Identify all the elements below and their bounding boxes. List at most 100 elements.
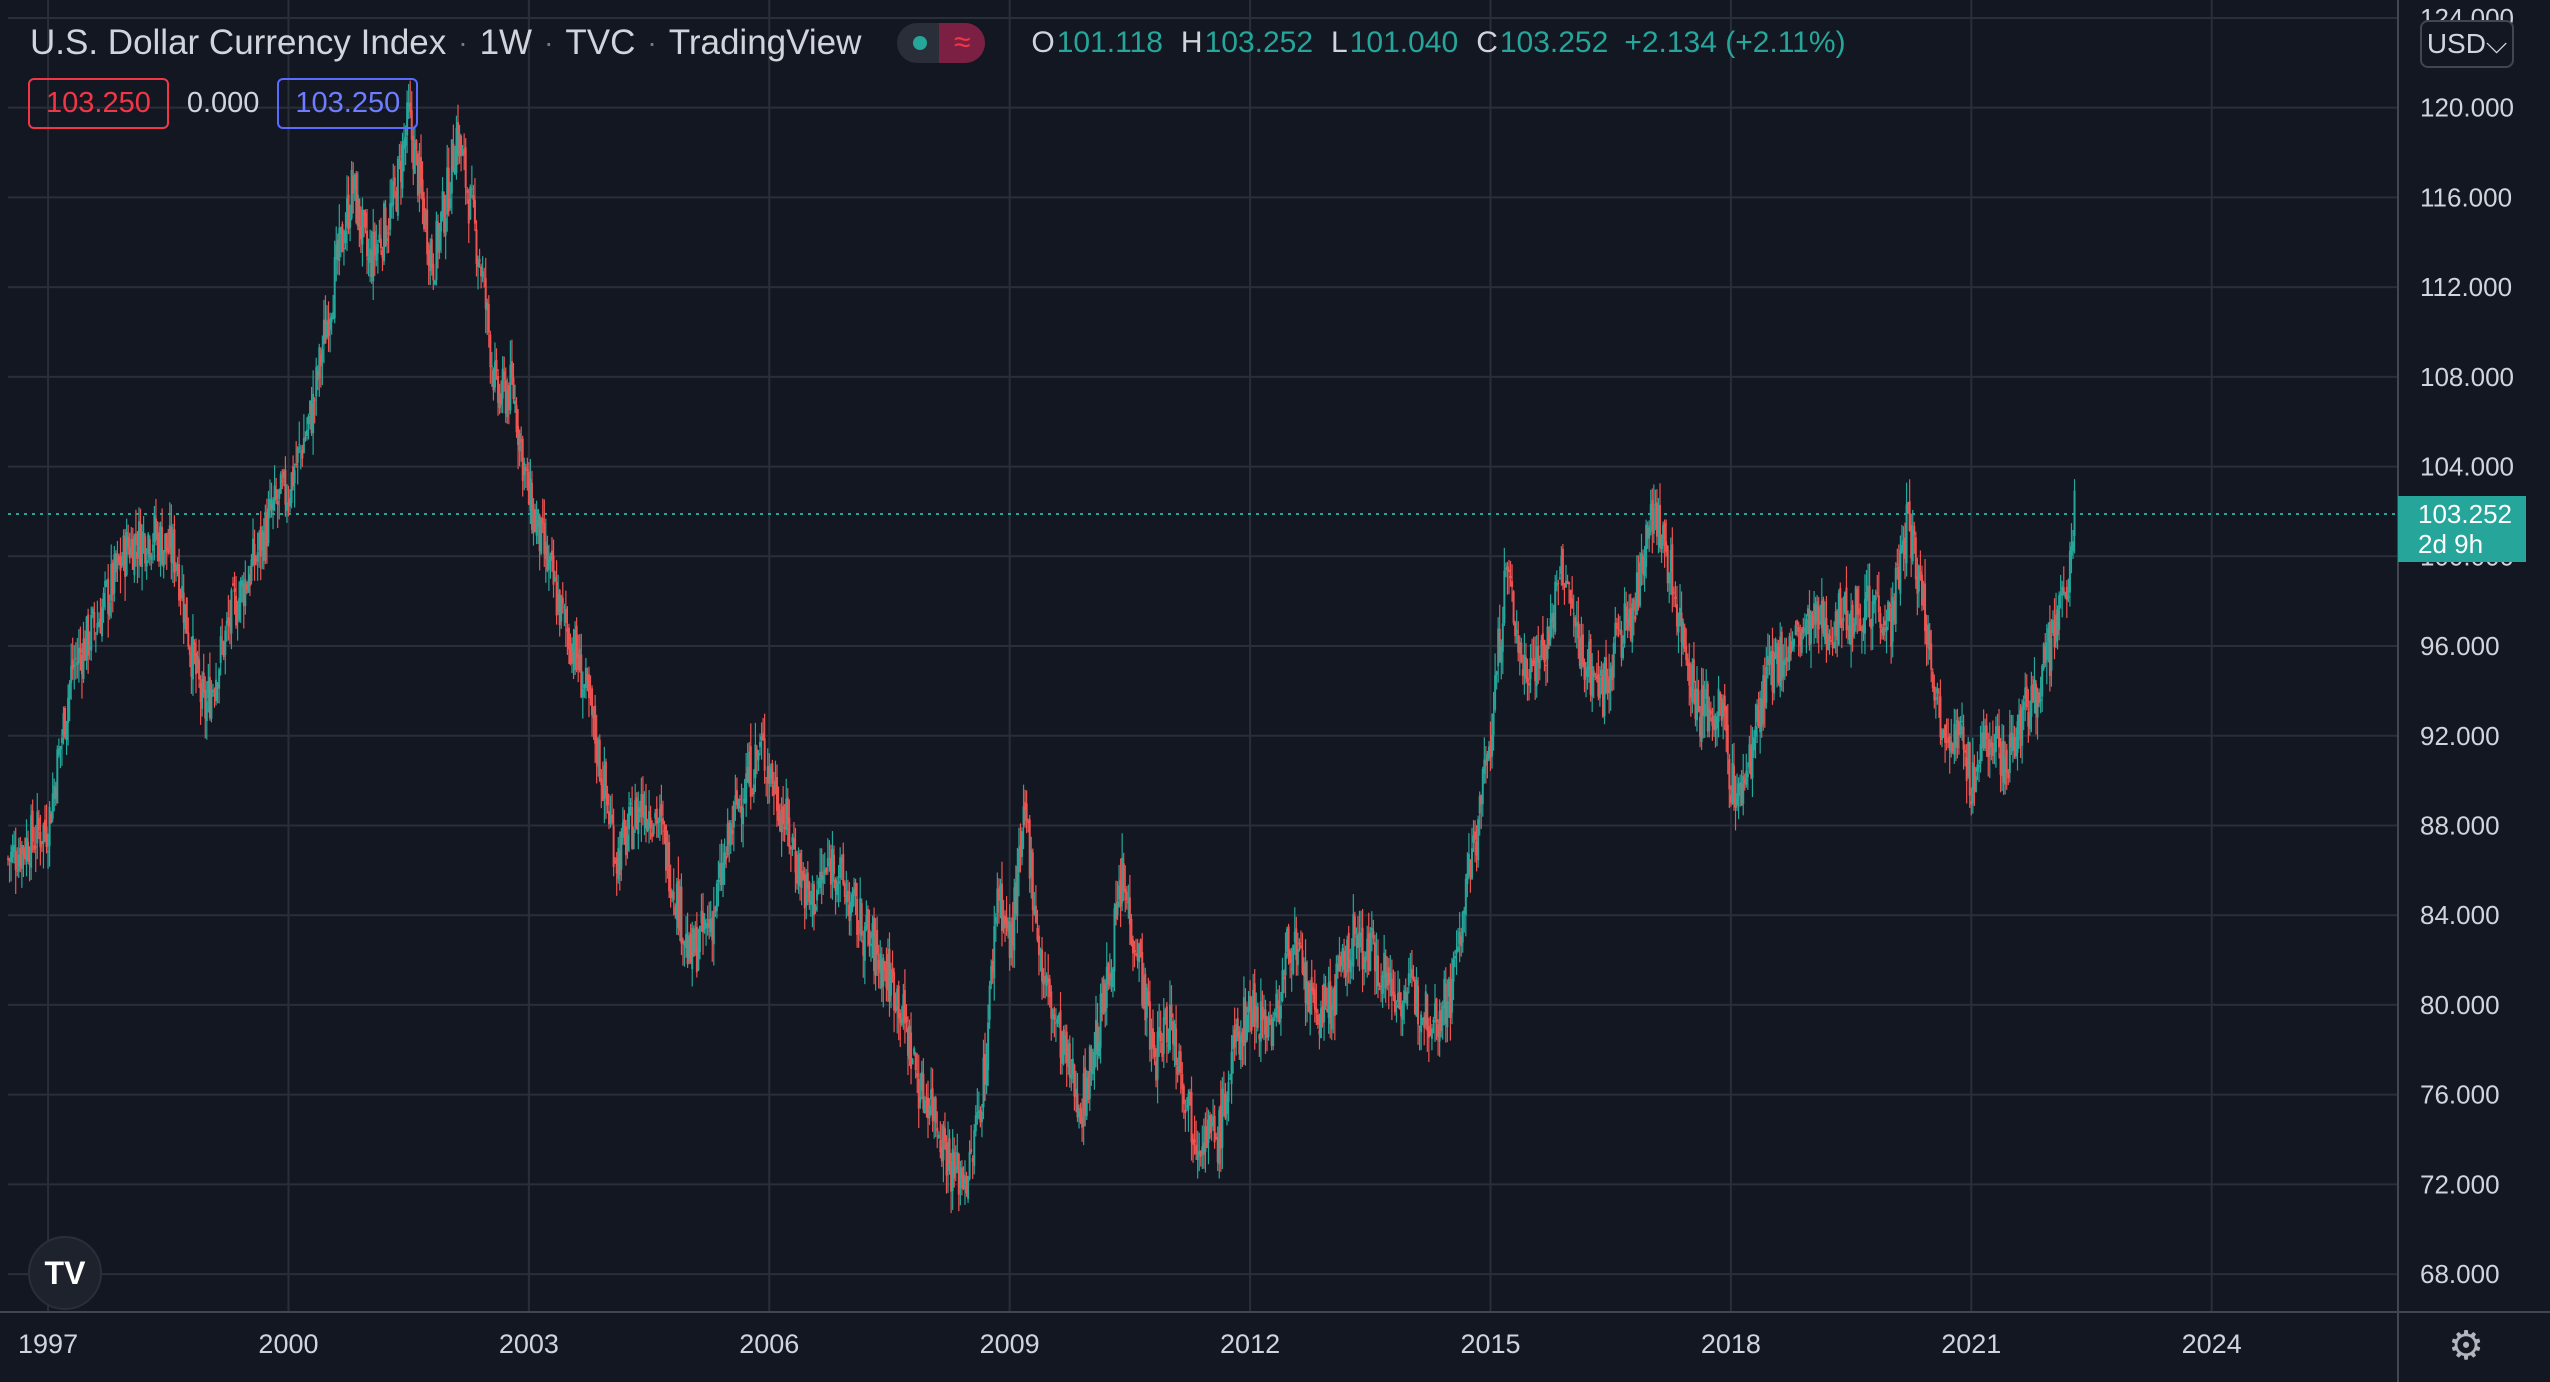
candle-body [785, 798, 788, 831]
candle-body [1463, 909, 1466, 914]
candle-body [1888, 604, 1891, 608]
candle-body [1370, 927, 1373, 931]
candle-body [1549, 618, 1552, 640]
candle-body [1190, 1091, 1193, 1143]
candle-body [617, 848, 620, 880]
candle-body [936, 1127, 939, 1132]
candle-body [1000, 883, 1003, 931]
candle-body [241, 580, 244, 588]
candle-body [1936, 688, 1939, 694]
price-axis[interactable]: 124.000120.000116.000112.000108.000104.0… [2420, 3, 2514, 1289]
candle-body [1296, 948, 1299, 966]
candle-body [305, 429, 308, 437]
candle-body [1455, 949, 1458, 954]
candle-body [62, 713, 65, 736]
candle-body [1195, 1144, 1198, 1154]
candle-body [1749, 748, 1752, 775]
candle-body [296, 447, 299, 463]
candle-body [714, 907, 717, 912]
candle-body [259, 526, 262, 557]
wave-icon[interactable]: ≈ [939, 23, 986, 63]
candle-body [743, 798, 746, 803]
candle-body [324, 319, 327, 344]
candle-body [985, 1064, 988, 1086]
market-status-toggle[interactable]: ≈ [897, 23, 986, 63]
candle-body [1694, 689, 1697, 720]
candle-body [53, 785, 56, 800]
candle-body [629, 802, 632, 805]
candle-body [133, 535, 136, 576]
candle-body [626, 834, 629, 851]
candle-body [131, 539, 134, 570]
candle-body [285, 503, 288, 511]
candle-body [1068, 1043, 1071, 1078]
candle-body [808, 882, 811, 903]
candle-body [823, 869, 826, 875]
candle-body [1253, 983, 1256, 1027]
input-value-plain: 0.000 [186, 87, 260, 119]
candle-body [387, 232, 390, 235]
candle-body [1779, 636, 1782, 688]
candle-body [54, 787, 57, 799]
candle-body [1919, 571, 1922, 579]
candle-body [235, 595, 238, 626]
candle-body [167, 547, 170, 553]
interval-label[interactable]: 1W [479, 23, 533, 62]
candle-body [723, 852, 726, 865]
input-value-red[interactable]: 103.250 [28, 78, 169, 129]
low-label: L [1331, 26, 1348, 59]
candle-body [1947, 737, 1950, 743]
candle-body [1039, 949, 1042, 953]
candle-body [1748, 744, 1751, 768]
candle-body [757, 753, 760, 761]
candle-body [1299, 945, 1302, 948]
candle-body [1603, 661, 1606, 717]
candle-body [868, 929, 871, 945]
candle-body [162, 550, 165, 568]
candle-body [982, 1057, 985, 1108]
candle-body [1178, 1051, 1181, 1073]
candle-body [1606, 679, 1609, 693]
candle-body [238, 598, 241, 621]
candle-body [623, 819, 626, 829]
currency-button[interactable]: USD⌵ [2420, 20, 2514, 68]
gear-icon[interactable]: ⚙ [2448, 1324, 2484, 1368]
candle-body [1050, 991, 1053, 1019]
candle-body [2038, 692, 2041, 703]
candle-body [564, 608, 567, 624]
candle-body [204, 690, 207, 719]
candle-body [475, 229, 478, 264]
exchange-label: TVC [565, 23, 636, 62]
candle-body [1581, 634, 1584, 664]
candle-body [1324, 985, 1327, 1007]
candle-body [1560, 555, 1563, 574]
candle-body [108, 602, 111, 616]
time-axis[interactable]: 1997 2000 2003 2006 2009 2012 2015 2018 2021 2024 [18, 1329, 2242, 1359]
candle-body [742, 807, 745, 825]
candle-body [1862, 624, 1865, 633]
tradingview-logo-icon[interactable]: TV [28, 1236, 102, 1310]
candle-body [834, 879, 837, 892]
candle-body [2064, 592, 2067, 598]
candle-body [862, 940, 865, 956]
candle-body [415, 139, 418, 150]
candle-body [962, 1174, 965, 1189]
candle-body [1101, 993, 1104, 1013]
candle-body [1366, 938, 1369, 960]
candle-body [1162, 1017, 1165, 1054]
input-value-blue[interactable]: 103.250 [277, 78, 419, 129]
candle-body [745, 773, 748, 804]
candle-body [643, 811, 646, 818]
candle-body [1796, 620, 1799, 626]
candle-body [1415, 980, 1418, 1017]
symbol-title[interactable]: U.S. Dollar Currency Index [30, 23, 447, 62]
candle-body [1566, 580, 1569, 584]
candle-body [1219, 1104, 1222, 1149]
candle-body [480, 266, 483, 277]
close-value: 103.252 [1499, 26, 1609, 59]
candle-body [1420, 1014, 1423, 1033]
candle-body [734, 795, 737, 801]
candle-body [1161, 1043, 1164, 1057]
candle-body [1725, 706, 1728, 732]
